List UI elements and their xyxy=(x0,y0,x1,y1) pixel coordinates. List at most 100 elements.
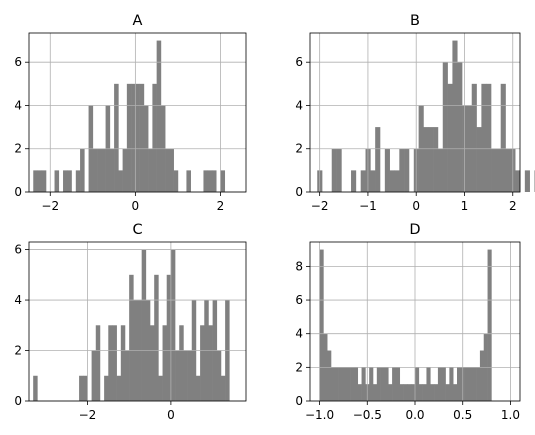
histogram-bar-b xyxy=(370,170,376,192)
histogram-bar-d xyxy=(422,384,427,401)
histogram-bar-d xyxy=(430,384,435,401)
x-tick-label-a: 2 xyxy=(217,199,225,213)
histogram-bar-b xyxy=(495,148,501,192)
histogram-bar-a xyxy=(211,170,217,192)
histogram-bar-a xyxy=(156,40,162,192)
histogram-bar-d xyxy=(342,367,347,401)
histogram-bar-c xyxy=(83,375,88,401)
x-tick-label-d: 0.0 xyxy=(405,408,424,422)
y-tick-label-b: 0 xyxy=(295,185,303,199)
y-tick-label-d: 0 xyxy=(295,394,303,408)
histogram-bar-d xyxy=(399,384,404,401)
histogram-bar-b xyxy=(452,40,458,192)
histogram-bar-a xyxy=(148,148,153,192)
histogram-bar-a xyxy=(67,170,72,192)
histogram-bar-d xyxy=(468,367,473,401)
histogram-bar-d xyxy=(350,367,355,401)
histogram-bar-c xyxy=(91,350,97,401)
y-tick-label-d: 6 xyxy=(295,293,303,307)
histogram-bar-a xyxy=(118,170,123,192)
histogram-bar-b xyxy=(457,62,463,193)
histogram-bar-d xyxy=(437,367,443,401)
histogram-bar-a xyxy=(165,148,170,192)
y-tick-label-d: 4 xyxy=(295,327,303,341)
axes-frame-a xyxy=(28,32,247,193)
histogram-bar-b xyxy=(428,127,434,192)
x-tick-label-d: −0.5 xyxy=(353,408,382,422)
histogram-bar-d xyxy=(319,249,324,401)
histogram-bar-d xyxy=(388,384,393,401)
x-tick-label-d: 0.5 xyxy=(453,408,472,422)
histogram-bar-d xyxy=(361,367,366,401)
histogram-bar-b xyxy=(515,170,521,192)
histogram-bar-c xyxy=(116,375,122,401)
x-tick-label-b: −1 xyxy=(359,199,377,213)
histogram-bar-c xyxy=(79,375,84,401)
histogram-bar-a xyxy=(186,170,191,192)
histogram-bar-c xyxy=(33,375,38,401)
x-tick-label-c: −2 xyxy=(79,408,97,422)
histogram-bar-c xyxy=(158,375,163,401)
x-tick-label-b: −2 xyxy=(311,199,329,213)
x-tick-label-a: −2 xyxy=(41,199,59,213)
histogram-bar-b xyxy=(351,170,357,192)
histogram-bar-c xyxy=(120,325,126,401)
panel-a: −2 0 2 0 2 4 6 A xyxy=(14,13,247,213)
histogram-bar-a xyxy=(122,148,128,192)
histogram-bar-c xyxy=(141,249,147,401)
y-tick-label-c: 0 xyxy=(14,394,22,408)
y-tick-label-b: 6 xyxy=(295,55,303,69)
y-tick-label-c: 2 xyxy=(14,344,22,358)
histogram-bar-c xyxy=(170,249,176,401)
histogram-bar-d xyxy=(380,367,385,401)
histogram-bar-d xyxy=(445,384,450,401)
histogram-bar-b xyxy=(442,62,448,193)
histogram-bar-c xyxy=(104,375,109,401)
histogram-bar-b xyxy=(336,148,342,192)
x-tick-label-d: 1.0 xyxy=(501,408,520,422)
histogram-bar-d xyxy=(384,367,389,401)
histogram-bar-d xyxy=(395,367,401,401)
histogram-bar-a xyxy=(80,148,85,192)
x-tick-label-b: 0 xyxy=(412,199,420,213)
histogram-bar-d xyxy=(479,350,485,401)
histogram-bar-d xyxy=(338,367,343,401)
histogram-bar-c xyxy=(175,350,180,401)
histogram-bar-a xyxy=(220,170,226,192)
panel-b: −2 −1 0 1 2 0 2 4 6 B xyxy=(295,13,535,213)
histogram-bar-b xyxy=(491,148,497,192)
histogram-bar-d xyxy=(418,384,423,401)
histogram-bar-b xyxy=(375,127,381,192)
histogram-bar-b xyxy=(437,148,444,192)
histogram-bar-a xyxy=(109,148,115,192)
y-tick-label-d: 8 xyxy=(295,259,303,273)
y-tick-label-a: 2 xyxy=(14,142,22,156)
histogram-bar-b xyxy=(423,127,429,192)
histogram-bar-b xyxy=(360,170,366,192)
histogram-bar-d xyxy=(441,367,446,401)
y-tick-label-b: 2 xyxy=(295,142,303,156)
histogram-bar-b xyxy=(404,148,410,192)
histogram-bar-d xyxy=(426,367,431,401)
histogram-bar-c xyxy=(162,325,168,401)
histogram-bar-c xyxy=(154,274,159,401)
axes-frame-c xyxy=(28,241,247,402)
y-tick-label-a: 4 xyxy=(14,98,22,112)
histogram-bar-b xyxy=(331,148,337,192)
histogram-bar-c xyxy=(179,325,184,401)
histogram-bar-a xyxy=(173,170,179,192)
histogram-bar-d xyxy=(346,367,351,401)
histogram-bar-d xyxy=(449,367,454,401)
histogram-bar-d xyxy=(331,367,336,401)
histogram-bar-b xyxy=(471,83,477,192)
histogram-bar-a xyxy=(207,170,213,192)
histogram-bar-b xyxy=(394,170,400,192)
histogram-bar-c xyxy=(183,350,188,401)
histogram-bar-d xyxy=(453,384,458,401)
histogram-bar-a xyxy=(114,83,119,192)
y-tick-label-b: 4 xyxy=(295,98,303,112)
histogram-bar-a xyxy=(92,148,98,192)
histogram-bar-b xyxy=(524,170,530,192)
x-tick-label-b: 1 xyxy=(461,199,469,213)
histogram-bar-d xyxy=(487,249,492,401)
